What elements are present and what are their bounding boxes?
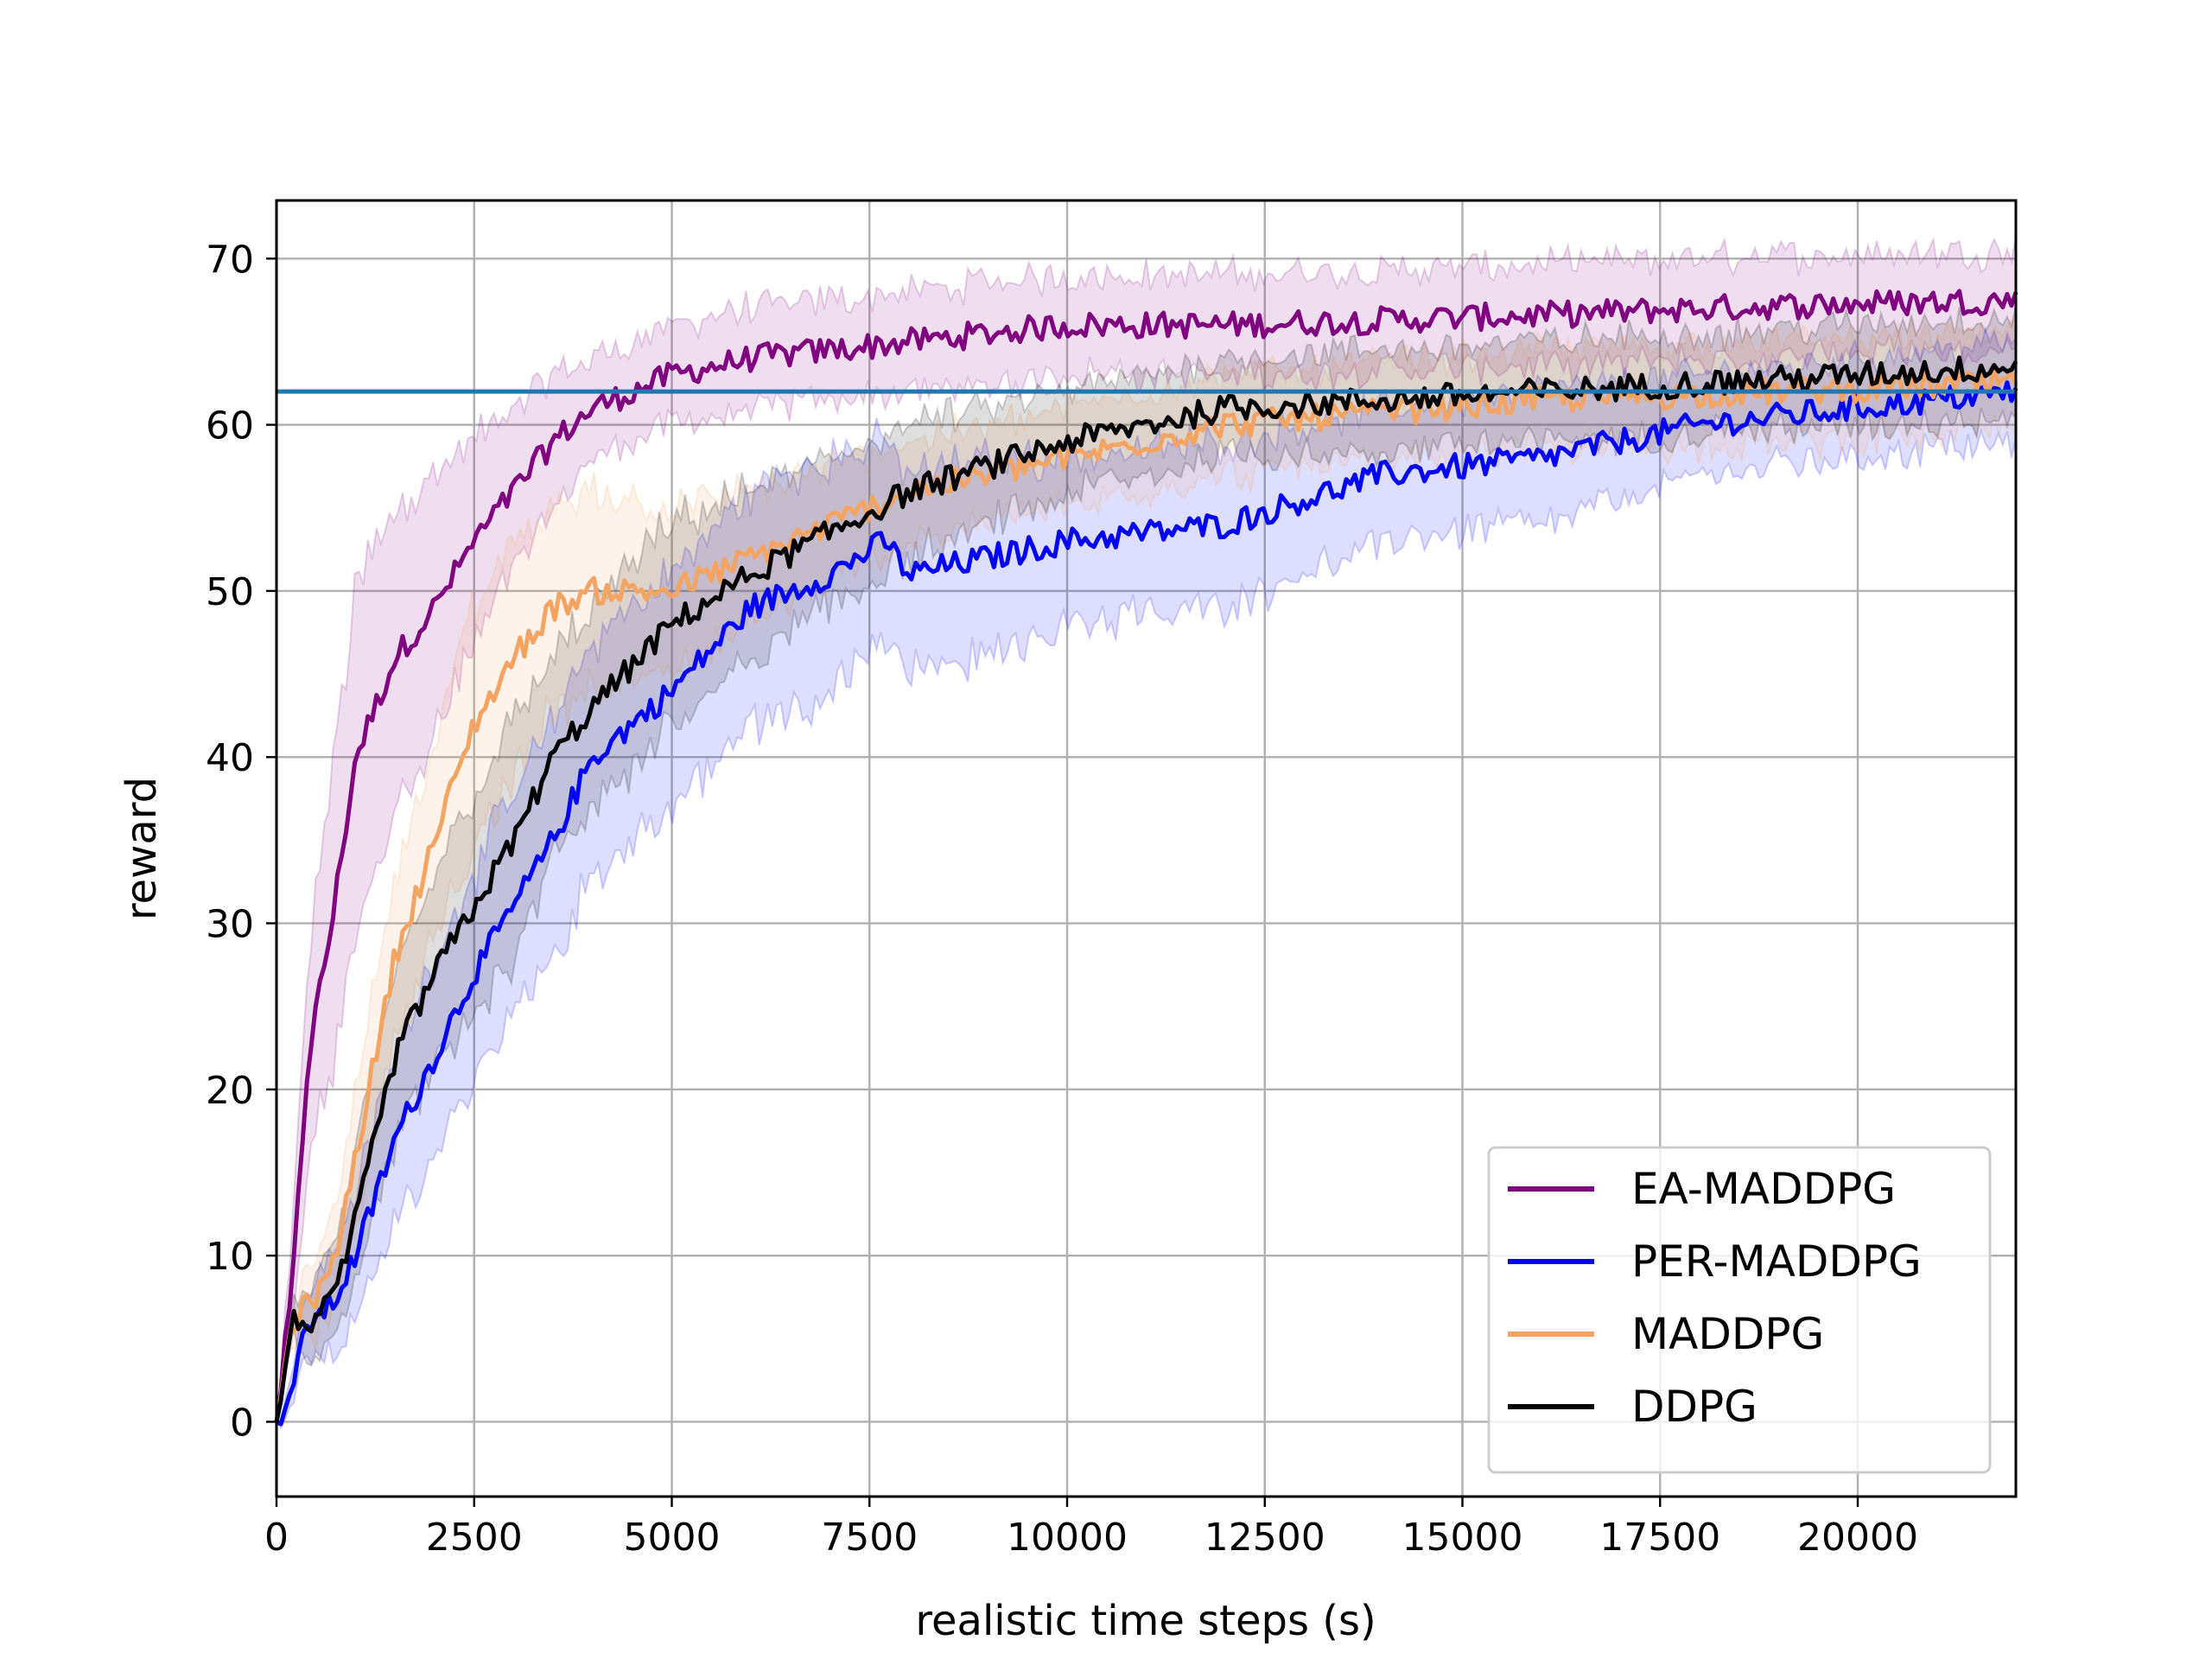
legend-label: PER-MADDPG <box>1631 1236 1922 1287</box>
legend: EA-MADDPG PER-MADDPG MADDPG DDPG <box>1487 1146 1992 1474</box>
x-tick-label: 2500 <box>426 1516 523 1560</box>
series-line-ea-maddpg <box>274 289 2018 1422</box>
series-line-ddpg <box>274 355 2018 1422</box>
y-tick-label: 50 <box>206 570 254 614</box>
series-line-per-maddpg <box>275 380 2018 1427</box>
x-axis-label: realistic time steps (s) <box>915 1597 1376 1645</box>
x-axis-ticks: 0 2500 5000 7500 10000 12500 15000 17500 20000 <box>264 1497 1918 1560</box>
y-tick-label: 10 <box>206 1235 254 1279</box>
series-lines <box>274 289 2018 1427</box>
y-tick-label: 30 <box>206 903 254 947</box>
legend-label: EA-MADDPG <box>1631 1164 1896 1214</box>
x-tick-label: 7500 <box>821 1516 918 1560</box>
y-tick-label: 20 <box>206 1069 254 1113</box>
y-axis-label: reward <box>118 777 166 920</box>
y-tick-label: 70 <box>206 238 254 282</box>
y-axis-ticks: 0 10 20 30 40 50 60 70 <box>206 238 276 1445</box>
x-tick-label: 0 <box>264 1516 289 1560</box>
x-tick-label: 15000 <box>1402 1516 1523 1560</box>
y-tick-label: 40 <box>206 736 254 780</box>
x-tick-label: 5000 <box>624 1516 721 1560</box>
x-tick-label: 20000 <box>1797 1516 1918 1560</box>
y-tick-label: 0 <box>230 1401 254 1445</box>
plot-frame <box>275 199 2018 1498</box>
y-tick-label: 60 <box>206 404 254 448</box>
legend-label: DDPG <box>1631 1382 1758 1432</box>
x-tick-label: 12500 <box>1205 1516 1325 1560</box>
x-tick-label: 10000 <box>1007 1516 1128 1560</box>
x-tick-label: 17500 <box>1599 1516 1720 1560</box>
legend-label: MADDPG <box>1631 1309 1824 1359</box>
legend-box <box>1487 1146 1992 1474</box>
